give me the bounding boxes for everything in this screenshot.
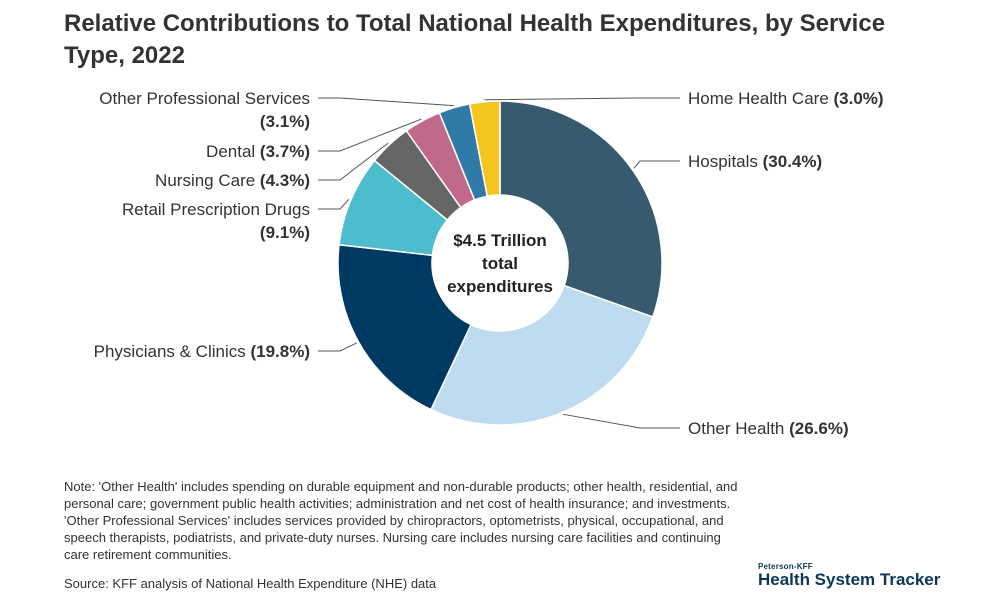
leader-line-retail-prescription-drugs: [318, 198, 350, 210]
label-name-hospitals: Hospitals: [688, 152, 763, 171]
label-name-other-health: Other Health: [688, 419, 789, 438]
chart-title: Relative Contributions to Total National…: [64, 10, 886, 69]
label-pct-dental: (3.7%): [260, 142, 310, 161]
center-label-line-3: expenditures: [447, 277, 553, 296]
label-pct-hospitals: (30.4%): [763, 152, 823, 171]
leader-line-physicians-clinics: [318, 342, 358, 352]
label-pct-nursing-care: (4.3%): [260, 171, 310, 190]
slice-physicians-clinics: [337, 243, 473, 411]
label-name-nursing-care: Nursing Care: [155, 171, 260, 190]
label-name-physicians-clinics: Physicians & Clinics: [94, 342, 251, 361]
label-name-dental: Dental: [206, 142, 260, 161]
label-dental: Dental (3.7%): [206, 142, 310, 161]
label-name-other-professional-services: Other Professional Services: [99, 89, 310, 108]
leader-line-other-professional-services: [318, 97, 454, 107]
label-hospitals: Hospitals (30.4%): [688, 152, 822, 171]
leader-line-nursing-care: [318, 142, 389, 181]
label-pct-home-health-care: (3.0%): [834, 89, 884, 108]
label-pct-other-professional-services: (3.1%): [260, 112, 310, 131]
center-label-line-1: $4.5 Trillion: [453, 231, 547, 250]
label-name-retail-prescription-drugs: Retail Prescription Drugs: [122, 200, 310, 219]
label-other-health: Other Health (26.6%): [688, 419, 849, 438]
health-system-tracker-logo: Peterson-KFF Health System Tracker: [758, 562, 940, 588]
slice-home-health-care: [468, 100, 501, 198]
logo-big-text: Health System Tracker: [758, 570, 941, 589]
slice-other-health: [430, 284, 654, 426]
center-label-line-2: total: [482, 254, 518, 273]
donut-chart: Hospitals (30.4%) Other Health (26.6%) Phy…: [94, 89, 884, 438]
leader-line-dental: [318, 118, 422, 152]
label-home-health-care: Home Health Care (3.0%): [688, 89, 884, 108]
label-name-home-health-care: Home Health Care: [688, 89, 834, 108]
label-pct-retail-prescription-drugs: (9.1%): [260, 223, 310, 242]
label-physicians-clinics: Physicians & Clinics (19.8%): [94, 342, 310, 361]
label-pct-physicians-clinics: (19.8%): [250, 342, 310, 361]
label-pct-other-health: (26.6%): [789, 419, 849, 438]
leader-line-home-health-care: [484, 97, 680, 101]
chart-source: Source: KFF analysis of National Health …: [64, 576, 437, 591]
label-nursing-care: Nursing Care (4.3%): [155, 171, 310, 190]
leader-line-hospitals: [633, 160, 680, 169]
leader-line-other-health: [563, 413, 680, 429]
slice-hospitals: [499, 100, 663, 318]
chart-note: Note: 'Other Health' includes spending o…: [64, 479, 738, 562]
logo-small-text: Peterson-KFF: [758, 562, 813, 571]
